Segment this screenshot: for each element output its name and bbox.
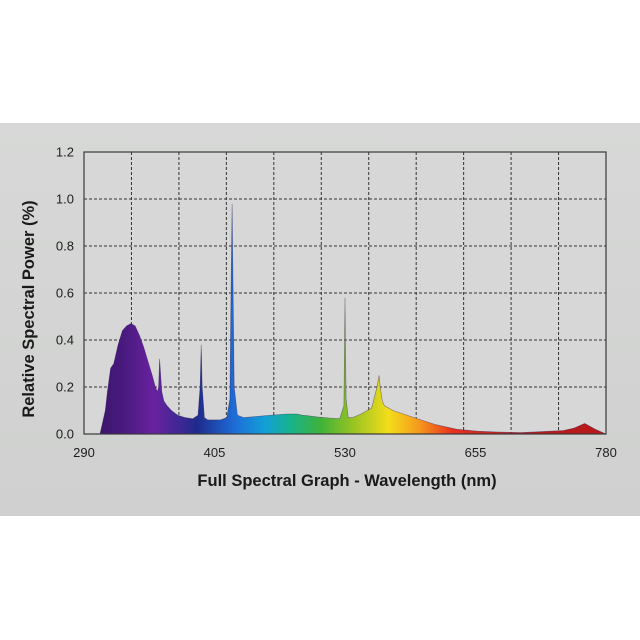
y-tick-label: 1.2 bbox=[56, 145, 74, 160]
spectrum-area bbox=[99, 203, 607, 435]
y-tick-label: 0.6 bbox=[56, 286, 74, 301]
x-tick-label: 655 bbox=[465, 445, 487, 460]
x-tick-label: 290 bbox=[73, 445, 95, 460]
x-tick-label: 780 bbox=[595, 445, 617, 460]
y-tick-label: 0.8 bbox=[56, 239, 74, 254]
spectrum-area-group bbox=[99, 203, 607, 435]
y-tick-label: 0.4 bbox=[56, 333, 74, 348]
y-tick-label: 0.0 bbox=[56, 427, 74, 442]
x-tick-label: 405 bbox=[204, 445, 226, 460]
y-axis-ticks: 0.0 0.2 0.4 0.6 0.8 1.0 1.2 bbox=[56, 145, 74, 442]
y-tick-label: 1.0 bbox=[56, 192, 74, 207]
y-axis-title: Relative Spectral Power (%) bbox=[20, 200, 38, 417]
plot-border bbox=[83, 151, 607, 435]
chart-card: 0.0 0.2 0.4 0.6 0.8 1.0 1.2 290 405 530 655 780 Fu… bbox=[0, 123, 640, 516]
x-tick-label: 530 bbox=[334, 445, 356, 460]
plot-frame bbox=[83, 151, 607, 435]
x-axis-ticks: 290 405 530 655 780 bbox=[73, 445, 617, 460]
spectral-chart: 0.0 0.2 0.4 0.6 0.8 1.0 1.2 290 405 530 655 780 Fu… bbox=[20, 145, 617, 491]
y-tick-label: 0.2 bbox=[56, 380, 74, 395]
x-axis-title: Full Spectral Graph - Wavelength (nm) bbox=[197, 472, 496, 490]
